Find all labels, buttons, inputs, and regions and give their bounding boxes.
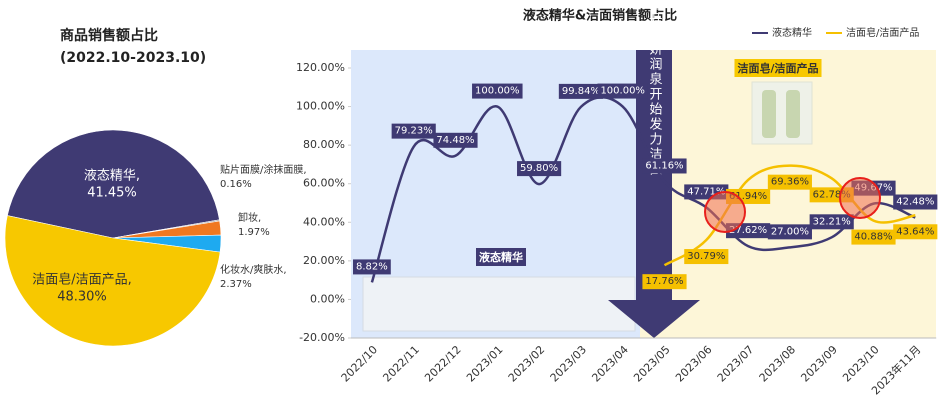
data-label: 100.00% (475, 86, 520, 97)
label-background (472, 83, 523, 99)
x-tick-label: 2023/01 (464, 343, 506, 385)
slice-value-label: 41.45% (87, 186, 137, 201)
data-label: 99.84% (562, 86, 600, 97)
data-label: 32.21% (813, 216, 851, 227)
slice-category-label: 化妆水/爽肤水, (220, 263, 287, 276)
pie-slice (7, 129, 220, 239)
crossover-marker (704, 191, 746, 233)
annotation-arrow (608, 50, 700, 338)
y-tick-label: 100.00% (296, 100, 345, 113)
data-label: 47.71% (687, 186, 725, 197)
label-background (597, 83, 648, 99)
legend-label: 洁面皂/洁面产品 (846, 26, 919, 39)
label-background (433, 132, 478, 148)
chart-subtitle: (2022.10-2023.10) (60, 50, 206, 66)
y-tick-label: 80.00% (303, 138, 345, 151)
data-label: 61.16% (645, 160, 683, 171)
x-tick-label: 2023/05 (631, 343, 673, 385)
x-tick-label: 2023/08 (757, 343, 799, 385)
slice-value-label: 2.37% (220, 279, 252, 290)
annotation-text: 5月开始娇润泉开始发力洁面 (647, 0, 663, 177)
x-tick-label: 2022/10 (339, 343, 381, 385)
data-label: 74.48% (436, 135, 474, 146)
label-background (517, 161, 562, 177)
product-image (751, 81, 813, 145)
data-label: 43.64% (896, 226, 934, 237)
x-tick-label: 2023/07 (715, 343, 757, 385)
data-label: 59.80% (520, 163, 558, 174)
x-tick-label: 2023/10 (840, 343, 882, 385)
series-line (663, 164, 916, 267)
label-background (353, 259, 391, 275)
label-background (476, 248, 526, 266)
data-label: 40.88% (854, 232, 892, 243)
y-tick-label: 20.00% (303, 254, 345, 267)
label-background (642, 274, 687, 290)
annotation-label: 洁面皂/洁面产品 (737, 61, 818, 75)
data-label: 62.78% (813, 189, 851, 200)
label-background (684, 249, 729, 265)
x-tick-label: 2023/09 (798, 343, 840, 385)
label-background (642, 158, 687, 174)
product-image (786, 90, 800, 138)
x-tick-label: 2022/12 (422, 343, 464, 385)
data-label: 69.36% (771, 177, 809, 188)
legend-label: 液态精华 (772, 26, 812, 39)
chart-title: 商品销售额占比 (60, 27, 158, 44)
crossover-marker (839, 177, 881, 219)
slice-category-label: 卸妆, (238, 211, 261, 224)
x-tick-label: 2023/04 (589, 343, 631, 385)
label-background (767, 174, 812, 190)
product-image (762, 90, 776, 138)
slice-category-label: 洁面皂/洁面产品, (32, 273, 132, 288)
label-background (851, 229, 896, 245)
chart-title: 液态精华&洁面销售额占比 (523, 8, 677, 24)
y-tick-label: 40.00% (303, 215, 345, 228)
slice-value-label: 1.97% (238, 227, 270, 238)
label-background (558, 83, 603, 99)
y-tick-label: -20.00% (299, 331, 345, 344)
label-background (391, 123, 436, 139)
x-tick-label: 2023/06 (673, 343, 715, 385)
data-label: 17.76% (645, 276, 683, 287)
data-label: 42.48% (896, 197, 934, 208)
data-label: 8.82% (356, 261, 388, 272)
annotation-label: 液态精华 (479, 250, 523, 264)
data-label: 27.62% (729, 225, 767, 236)
label-background (809, 214, 854, 230)
x-tick-label: 2023/02 (506, 343, 548, 385)
label-background (893, 224, 938, 240)
slice-category-label: 贴片面膜/涂抹面膜, (220, 163, 307, 176)
y-tick-label: 120.00% (296, 61, 345, 74)
x-tick-label: 2022/11 (380, 343, 422, 385)
data-label: 27.00% (771, 226, 809, 237)
data-label: 79.23% (395, 126, 433, 137)
label-background (734, 59, 822, 77)
label-background (893, 194, 938, 210)
data-label: 61.94% (729, 191, 767, 202)
x-tick-label: 2023/03 (548, 343, 590, 385)
slice-category-label: 液态精华, (84, 169, 140, 184)
slice-value-label: 0.16% (220, 179, 252, 190)
data-label: 100.00% (600, 86, 645, 97)
label-background (767, 224, 812, 240)
y-tick-label: 60.00% (303, 177, 345, 190)
product-image (362, 276, 636, 332)
data-label: 30.79% (687, 251, 725, 262)
slice-value-label: 48.30% (57, 290, 107, 305)
series-line (370, 95, 916, 283)
pie-slice (4, 215, 221, 347)
y-tick-label: 0.00% (310, 292, 345, 305)
